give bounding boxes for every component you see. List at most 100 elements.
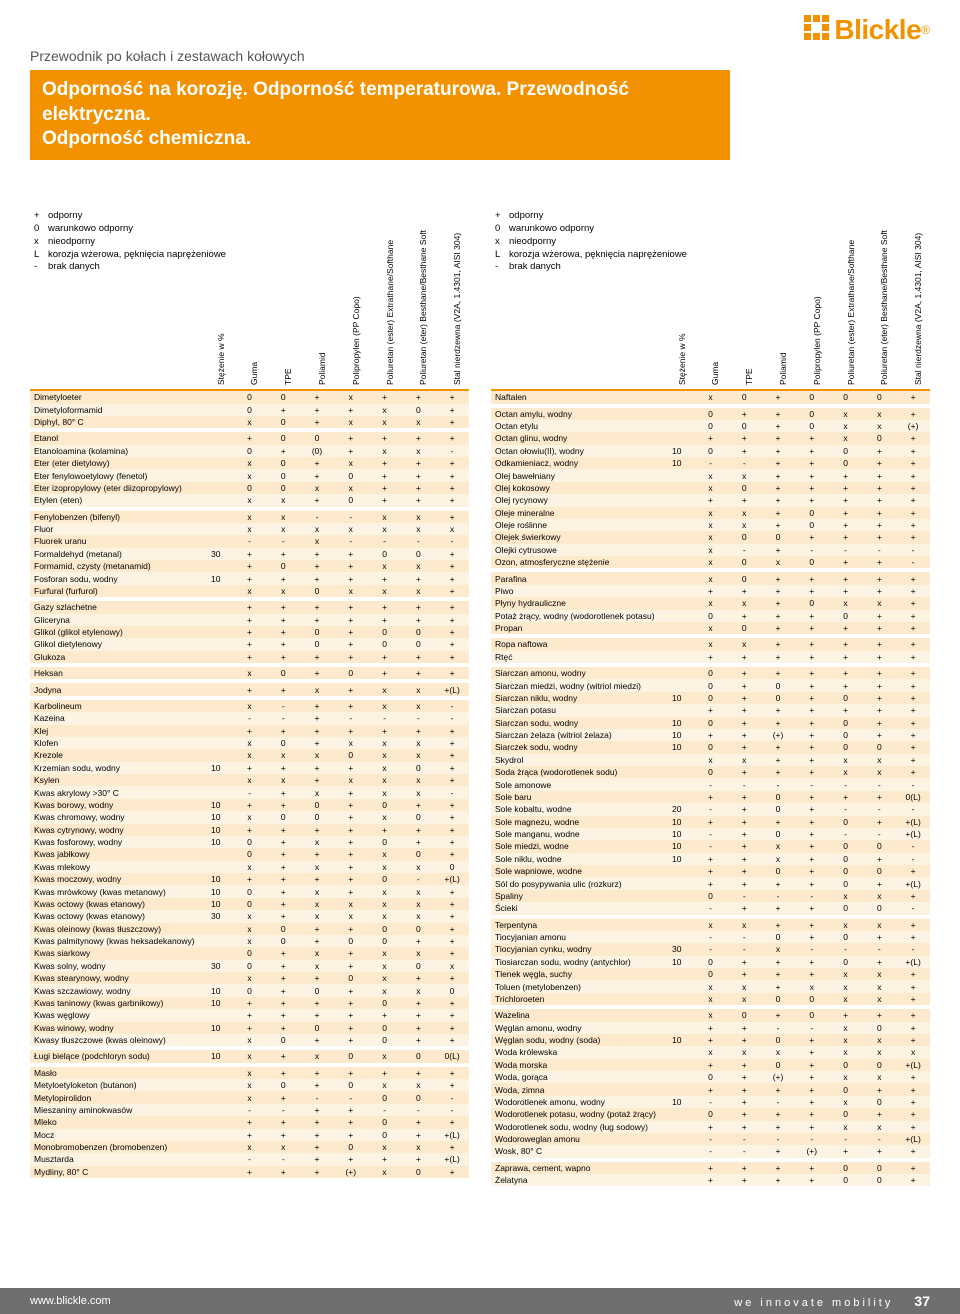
table-row: Wodorotlenek amonu, wodny10-+-+x0+ [491,1096,930,1108]
table-row: Olej bawełnianyxx+++++ [491,469,930,481]
resistance-value [199,535,233,547]
resistance-value: 20 [660,803,694,815]
resistance-value: 0 [233,984,267,996]
resistance-value: 0 [727,420,761,432]
resistance-value: + [334,960,368,972]
substance-name: Metylopirolidon [30,1091,199,1103]
column-header: Polipropylen (PP Copo) [334,280,368,390]
resistance-value: + [233,873,267,885]
resistance-value: + [334,683,368,695]
resistance-value: x [266,523,300,535]
resistance-value: 0 [300,984,334,996]
resistance-value: 10 [199,836,233,848]
resistance-value: + [368,1067,402,1079]
resistance-value: 0 [795,993,829,1005]
resistance-value: + [233,1022,267,1034]
resistance-value: + [300,1141,334,1153]
resistance-value: x [233,667,267,679]
substance-name: Dimetyloeter [30,390,199,403]
resistance-value: + [435,898,469,910]
resistance-value: - [233,1153,267,1165]
resistance-value [199,404,233,416]
resistance-value: + [727,741,761,753]
resistance-value: 0 [368,836,402,848]
substance-name: Kwas oleinowy (kwas tłuszczowy) [30,923,199,935]
resistance-value: x [368,960,402,972]
table-row: Kazeina--+---- [30,712,469,724]
legend: +odporny0warunkowo odpornyxnieodpornyLko… [491,210,930,274]
resistance-value: + [300,972,334,984]
resistance-value: + [435,923,469,935]
resistance-value: - [795,778,829,790]
resistance-value: + [401,1022,435,1034]
substance-name: Rtęć [491,651,660,663]
resistance-value: + [266,762,300,774]
table-row: Piwo+++++++ [491,585,930,597]
substance-name: Kwas octowy (kwas etanowy) [30,898,199,910]
resistance-value: x [300,1050,334,1062]
resistance-value: + [435,799,469,811]
resistance-value: + [795,667,829,679]
resistance-value: 0 [368,1034,402,1046]
resistance-value: 10 [199,997,233,1009]
resistance-value [199,511,233,523]
resistance-value: x [368,786,402,798]
resistance-value: 0 [368,1129,402,1141]
resistance-value: + [334,799,368,811]
resistance-value: 0 [334,469,368,481]
column-header-label: Poliamid [317,353,327,386]
substance-name: Siarczan miedzi, wodny (witriol miedzi) [491,679,660,691]
resistance-value: x [401,416,435,428]
resistance-value: + [829,638,863,650]
substance-name: Tiocyjanian cynku, wodny [491,943,660,955]
resistance-value: x [233,523,267,535]
resistance-value: + [795,1034,829,1046]
resistance-value: x [862,919,896,931]
column-header-label: Polipropylen (PP Copo) [351,296,361,385]
resistance-value: 0 [401,548,435,560]
resistance-value: + [761,741,795,753]
legend-text: warunkowo odporny [48,223,133,236]
resistance-value [660,704,694,716]
resistance-value: + [401,935,435,947]
resistance-value [660,766,694,778]
resistance-value [660,1108,694,1120]
resistance-value: x [401,737,435,749]
resistance-value: + [300,572,334,584]
resistance-value: x [300,947,334,959]
resistance-value: - [862,803,896,815]
resistance-value: + [727,1096,761,1108]
substance-name: Zaprawa, cement, wapno [491,1162,660,1174]
resistance-value: + [300,1166,334,1178]
resistance-value: + [795,1083,829,1095]
resistance-value [199,786,233,798]
table-row: Wazelinax0+0+++ [491,1009,930,1021]
table-row: Masłox++++++ [30,1067,469,1079]
legend-text: nieodporny [509,236,556,249]
substance-name: Mleko [30,1116,199,1128]
table-row: Ksylenxx+xxx+ [30,774,469,786]
substance-name: Kwas szczawiowy, wodny [30,984,199,996]
resistance-value: x [694,469,728,481]
resistance-value: - [694,840,728,852]
resistance-value: + [727,1174,761,1186]
resistance-value: + [694,704,728,716]
resistance-value: + [727,803,761,815]
resistance-value: x [694,919,728,931]
resistance-value: + [435,836,469,848]
resistance-value: - [435,535,469,547]
resistance-value: x [334,416,368,428]
resistance-value: x [233,1091,267,1103]
resistance-value: - [862,778,896,790]
resistance-value: +(L) [435,1129,469,1141]
resistance-value: x [761,853,795,865]
resistance-value: + [761,457,795,469]
resistance-value: + [266,1022,300,1034]
resistance-value: 10 [199,762,233,774]
substance-name: Sole miedzi, wodne [491,840,660,852]
resistance-value: 0 [694,1108,728,1120]
resistance-value: + [896,622,930,634]
resistance-value: + [300,824,334,836]
resistance-value: 0 [401,848,435,860]
substance-name: Ropa naftowa [491,638,660,650]
